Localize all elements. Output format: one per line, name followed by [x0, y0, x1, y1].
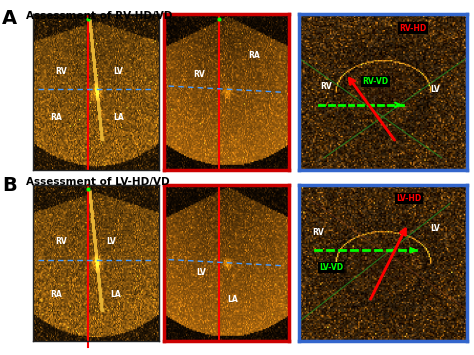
- Text: LA: LA: [227, 295, 238, 304]
- Text: RV: RV: [55, 237, 67, 246]
- Text: RV: RV: [193, 70, 205, 79]
- Text: RV: RV: [320, 82, 332, 91]
- Text: RV: RV: [55, 66, 67, 76]
- Text: Assessment of LV-HD/VD: Assessment of LV-HD/VD: [26, 178, 170, 187]
- Text: LA: LA: [111, 290, 121, 299]
- Text: B: B: [2, 176, 17, 195]
- Text: LV-HD: LV-HD: [396, 194, 421, 203]
- Text: LA: LA: [113, 113, 124, 122]
- Text: RA: RA: [248, 51, 260, 60]
- Text: LV: LV: [430, 224, 439, 234]
- Text: LV: LV: [114, 66, 123, 76]
- Text: LV: LV: [196, 268, 206, 277]
- Text: LV: LV: [430, 85, 439, 94]
- Text: RV-HD: RV-HD: [400, 23, 427, 33]
- Text: RV: RV: [312, 228, 324, 236]
- Text: LV-VD: LV-VD: [319, 263, 343, 272]
- Text: A: A: [2, 9, 18, 28]
- Text: Assessment of RV-HD/VD: Assessment of RV-HD/VD: [26, 11, 173, 21]
- Text: LV: LV: [106, 237, 116, 246]
- Text: RA: RA: [50, 290, 62, 299]
- Text: RA: RA: [50, 113, 62, 122]
- Text: RV-VD: RV-VD: [363, 77, 389, 86]
